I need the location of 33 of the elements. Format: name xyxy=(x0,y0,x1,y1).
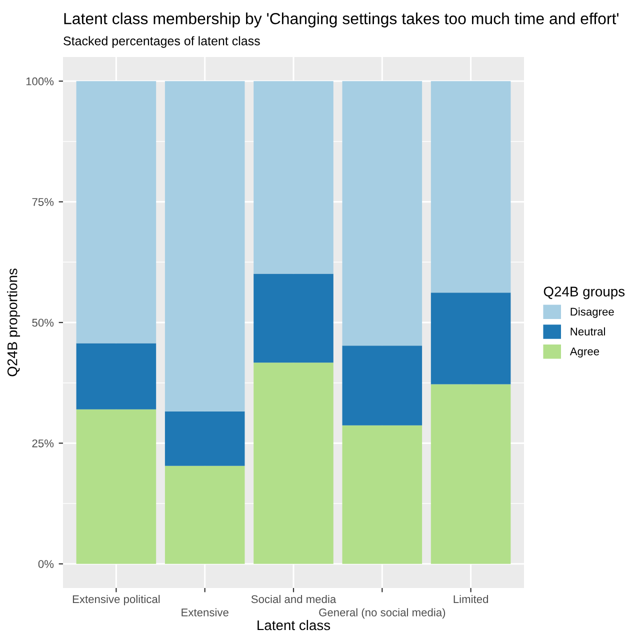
x-tick-label: Extensive political xyxy=(72,594,160,606)
bar xyxy=(430,292,511,384)
y-tick-label: 50% xyxy=(32,318,54,327)
y-tick-label: 0% xyxy=(38,560,54,568)
y-tick-label: 100% xyxy=(26,77,54,86)
legend-label: Disagree xyxy=(570,308,614,318)
bar xyxy=(342,425,422,564)
bar xyxy=(164,81,245,412)
bar xyxy=(76,409,156,564)
x-tick-label: Extensive xyxy=(182,608,228,616)
chart-subtitle: Stacked percentages of latent class xyxy=(64,36,260,48)
legend-title: Q24B groups xyxy=(544,286,625,300)
y-tick-label: 75% xyxy=(32,198,54,206)
x-tick-label: Limited xyxy=(454,594,488,604)
bar xyxy=(254,362,334,564)
bar xyxy=(76,81,156,344)
chart-title: Latent class membership by 'Changing settings takes too much time and effort' xyxy=(64,12,618,28)
x-axis-title: Latent class xyxy=(258,620,330,630)
bar xyxy=(76,343,156,410)
legend-label: Agree xyxy=(570,348,600,358)
x-tick-label: Social and media xyxy=(251,594,336,604)
bar xyxy=(254,81,334,274)
bar xyxy=(254,274,334,363)
bar xyxy=(430,384,511,564)
x-tick-label: General (no social media) xyxy=(319,608,446,619)
bar xyxy=(342,81,422,346)
bar xyxy=(342,346,422,426)
legend-label: Neutral xyxy=(570,327,605,336)
y-axis-title: Q24B proportions xyxy=(7,268,20,376)
bar xyxy=(164,466,245,564)
y-tick-label: 25% xyxy=(32,439,54,448)
bar xyxy=(164,411,245,466)
bar xyxy=(430,81,511,293)
